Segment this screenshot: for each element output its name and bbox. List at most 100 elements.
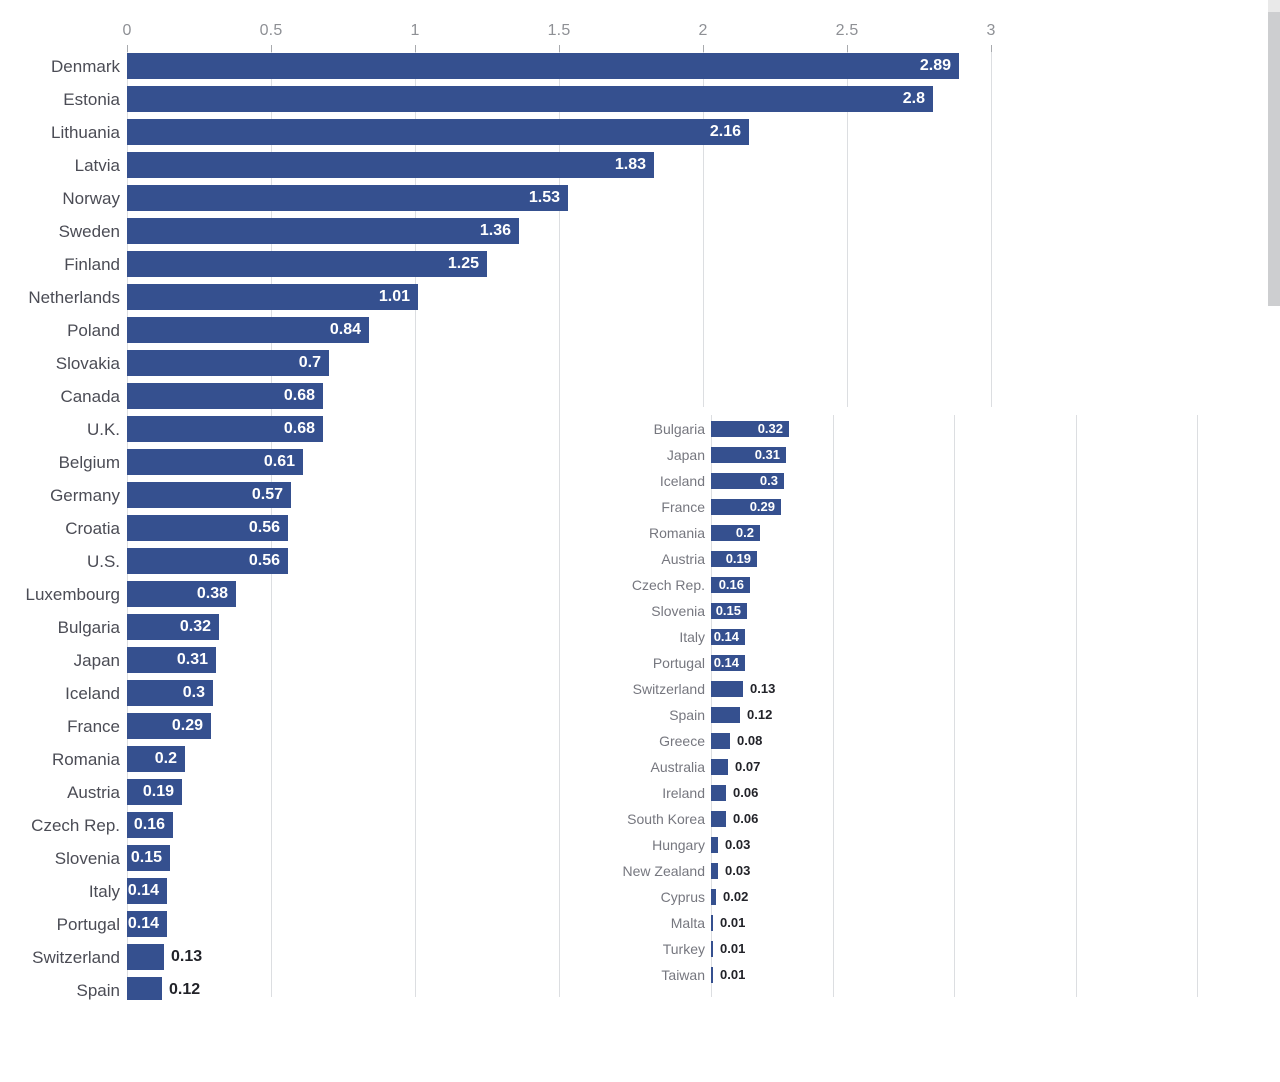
gridline bbox=[1075, 415, 1077, 997]
axis-tick-label: 3 bbox=[986, 22, 996, 39]
bar bbox=[711, 785, 726, 801]
category-label: Bulgaria bbox=[57, 617, 120, 637]
category-label: Belgium bbox=[58, 452, 120, 472]
category-label: Slovenia bbox=[651, 603, 705, 619]
gridline bbox=[954, 415, 955, 997]
bar bbox=[711, 707, 740, 723]
category-label: Slovenia bbox=[54, 848, 120, 868]
value-label: 0.57 bbox=[251, 486, 283, 503]
category-label: Spain bbox=[669, 707, 705, 723]
category-label: Latvia bbox=[74, 155, 120, 175]
bar bbox=[127, 119, 749, 145]
category-label: U.S. bbox=[86, 551, 120, 571]
category-label: Turkey bbox=[662, 941, 705, 957]
axis-tick-label: 0.5 bbox=[259, 22, 283, 39]
category-label: Italy bbox=[679, 629, 705, 645]
category-label: Lithuania bbox=[50, 122, 120, 142]
bar bbox=[127, 218, 519, 244]
axis-tick-label: 1.5 bbox=[547, 22, 571, 39]
value-label: 0.19 bbox=[725, 551, 751, 566]
category-label: Bulgaria bbox=[653, 421, 705, 437]
category-label: Finland bbox=[64, 254, 120, 274]
bar bbox=[711, 759, 728, 775]
bar bbox=[127, 779, 182, 805]
value-label: 0.7 bbox=[298, 354, 321, 371]
bar bbox=[127, 515, 288, 541]
category-label: Iceland bbox=[65, 683, 120, 703]
category-label: New Zealand bbox=[622, 863, 706, 879]
category-label: Slovakia bbox=[55, 353, 120, 373]
value-label: 0.16 bbox=[133, 816, 165, 833]
category-label: Luxembourg bbox=[25, 584, 120, 604]
value-label: 0.08 bbox=[737, 733, 763, 748]
category-label: Hungary bbox=[652, 837, 705, 853]
value-label: 0.32 bbox=[179, 618, 211, 635]
category-label: Iceland bbox=[659, 473, 705, 489]
axis-tick-label: 1 bbox=[410, 22, 420, 39]
bar bbox=[127, 449, 303, 475]
category-label: Portugal bbox=[652, 655, 705, 671]
axis-tick bbox=[271, 45, 272, 52]
category-label: U.K. bbox=[86, 419, 120, 439]
category-label: Sweden bbox=[58, 221, 120, 241]
bar bbox=[711, 499, 781, 515]
value-label: 0.13 bbox=[750, 681, 776, 696]
bar bbox=[711, 447, 786, 463]
value-label: 1.01 bbox=[378, 288, 410, 305]
value-label: 2.89 bbox=[919, 57, 951, 74]
category-label: Czech Rep. bbox=[31, 815, 120, 835]
bar bbox=[127, 251, 487, 277]
category-label: Switzerland bbox=[32, 947, 120, 967]
bar bbox=[127, 944, 164, 970]
bar bbox=[127, 812, 173, 838]
category-label: Canada bbox=[60, 386, 120, 406]
axis-tick bbox=[703, 45, 704, 52]
value-label: 0.31 bbox=[176, 651, 208, 668]
category-label: Norway bbox=[62, 188, 120, 208]
bar bbox=[711, 889, 716, 905]
value-label: 0.01 bbox=[720, 967, 746, 982]
bar bbox=[127, 86, 933, 112]
value-label: 0.14 bbox=[127, 915, 159, 932]
category-label: Taiwan bbox=[661, 967, 705, 983]
bar bbox=[711, 577, 750, 593]
value-label: 0.06 bbox=[733, 811, 759, 826]
value-label: 0.56 bbox=[248, 519, 280, 536]
category-label: Switzerland bbox=[632, 681, 705, 697]
category-label: Greece bbox=[659, 733, 705, 749]
bar bbox=[711, 863, 718, 879]
bar bbox=[127, 911, 167, 937]
value-label: 0.12 bbox=[747, 707, 773, 722]
value-label: 0.19 bbox=[142, 783, 174, 800]
value-label: 0.14 bbox=[713, 629, 739, 644]
value-label: 0.3 bbox=[182, 684, 205, 701]
bar bbox=[127, 878, 167, 904]
value-label: 0.56 bbox=[248, 552, 280, 569]
axis-tick bbox=[991, 45, 992, 52]
category-label: Austria bbox=[661, 551, 705, 567]
axis-tick-label: 2.5 bbox=[835, 22, 859, 39]
value-label: 0.31 bbox=[754, 447, 780, 462]
gridline bbox=[711, 415, 712, 997]
category-label: Germany bbox=[50, 485, 120, 505]
value-label: 0.38 bbox=[196, 585, 228, 602]
bar bbox=[127, 680, 213, 706]
value-label: 0.29 bbox=[749, 499, 775, 514]
value-label: 1.83 bbox=[614, 156, 646, 173]
value-label: 0.15 bbox=[715, 603, 741, 618]
value-label: 0.02 bbox=[723, 889, 749, 904]
category-label: Japan bbox=[666, 447, 705, 463]
bar bbox=[127, 284, 418, 310]
scrollbar-track[interactable] bbox=[1268, 0, 1280, 12]
category-label: Australia bbox=[650, 759, 705, 775]
inset-bar-chart: Bulgaria 0.32 Japan 0.31 Iceland 0.3 France 0.2… bbox=[612, 407, 1252, 1000]
bar bbox=[711, 473, 784, 489]
bar bbox=[711, 811, 726, 827]
scrollbar-thumb[interactable] bbox=[1268, 12, 1280, 306]
category-label: Japan bbox=[73, 650, 120, 670]
bar bbox=[127, 977, 162, 1000]
value-label: 0.13 bbox=[171, 948, 203, 965]
bar bbox=[127, 548, 288, 574]
bar bbox=[711, 421, 789, 437]
bar bbox=[711, 941, 713, 957]
